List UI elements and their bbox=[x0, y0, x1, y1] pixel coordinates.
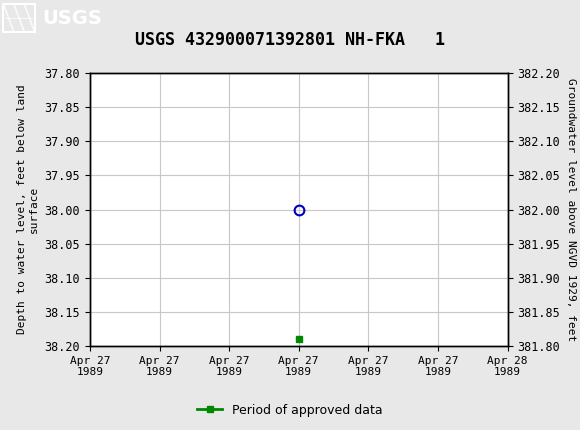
Legend: Period of approved data: Period of approved data bbox=[192, 399, 388, 421]
Bar bbox=[3, 4, 35, 32]
Y-axis label: Groundwater level above NGVD 1929, feet: Groundwater level above NGVD 1929, feet bbox=[566, 78, 575, 341]
Text: USGS 432900071392801 NH-FKA   1: USGS 432900071392801 NH-FKA 1 bbox=[135, 31, 445, 49]
Text: USGS: USGS bbox=[42, 9, 102, 28]
Y-axis label: Depth to water level, feet below land
surface: Depth to water level, feet below land su… bbox=[17, 85, 39, 335]
